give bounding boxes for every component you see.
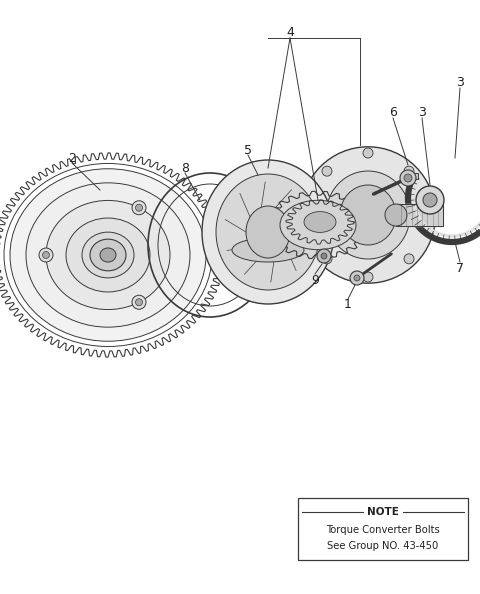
Ellipse shape [10, 169, 206, 341]
Circle shape [321, 253, 327, 259]
Text: 7: 7 [456, 261, 464, 274]
Ellipse shape [423, 193, 437, 207]
Text: 6: 6 [389, 106, 397, 118]
Circle shape [363, 148, 373, 158]
Ellipse shape [26, 183, 190, 327]
Circle shape [43, 251, 49, 258]
Ellipse shape [46, 200, 170, 309]
Ellipse shape [416, 186, 444, 214]
Circle shape [404, 254, 414, 264]
Text: 1: 1 [344, 299, 352, 311]
Bar [298, 498, 468, 560]
Ellipse shape [385, 204, 407, 226]
Ellipse shape [232, 238, 304, 262]
Bar [410, 173, 418, 179]
Text: 9: 9 [311, 273, 319, 286]
Text: 5: 5 [244, 144, 252, 156]
Circle shape [322, 166, 332, 176]
Ellipse shape [280, 200, 356, 249]
Ellipse shape [246, 206, 290, 258]
Ellipse shape [300, 147, 435, 283]
Text: 8: 8 [181, 162, 189, 175]
Text: 3: 3 [418, 106, 426, 118]
Ellipse shape [326, 171, 410, 259]
Ellipse shape [216, 174, 320, 290]
Circle shape [363, 272, 373, 282]
Ellipse shape [202, 160, 334, 304]
Ellipse shape [340, 185, 396, 245]
Ellipse shape [90, 239, 126, 271]
Circle shape [404, 174, 412, 182]
Circle shape [132, 295, 146, 309]
Circle shape [317, 249, 331, 263]
Text: See Group NO. 43-450: See Group NO. 43-450 [327, 541, 439, 551]
Ellipse shape [82, 232, 134, 278]
Text: 3: 3 [456, 75, 464, 89]
Text: 2: 2 [68, 151, 76, 165]
Circle shape [322, 254, 332, 264]
Circle shape [135, 204, 143, 211]
Ellipse shape [66, 218, 150, 292]
Ellipse shape [304, 211, 336, 232]
Polygon shape [396, 204, 443, 226]
Circle shape [132, 201, 146, 215]
Circle shape [400, 170, 416, 186]
Circle shape [354, 275, 360, 281]
Text: Torque Converter Bolts: Torque Converter Bolts [326, 525, 440, 535]
Text: NOTE: NOTE [367, 507, 399, 517]
Circle shape [404, 166, 414, 176]
Circle shape [421, 210, 431, 220]
Circle shape [305, 210, 315, 220]
Circle shape [350, 271, 364, 285]
Circle shape [135, 299, 143, 306]
Text: 4: 4 [286, 26, 294, 39]
Ellipse shape [100, 248, 116, 262]
Circle shape [39, 248, 53, 262]
